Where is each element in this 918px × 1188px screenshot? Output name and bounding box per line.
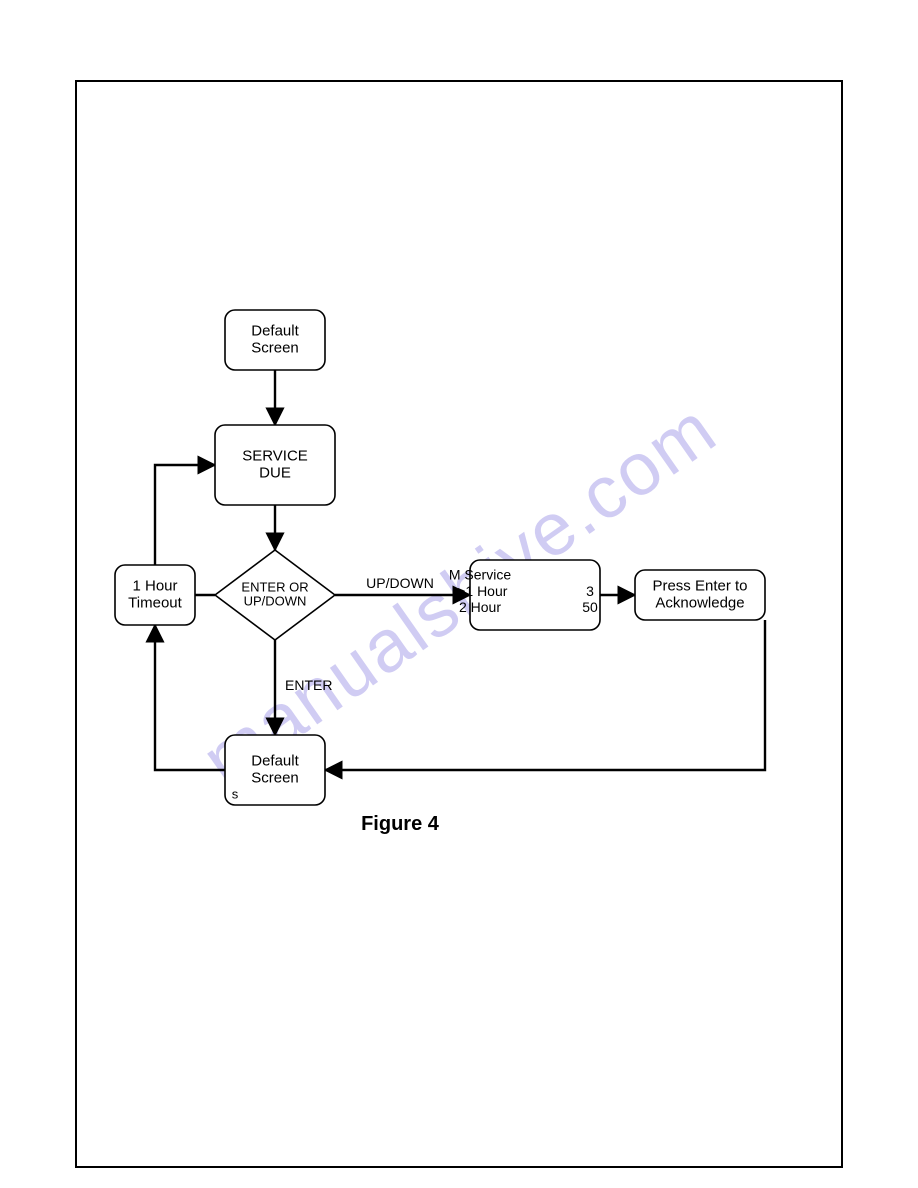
node-decision: ENTER ORUP/DOWN: [215, 550, 335, 640]
svg-text:3: 3: [586, 583, 594, 599]
svg-text:Timeout: Timeout: [128, 595, 182, 612]
svg-text:SERVICE: SERVICE: [242, 447, 308, 464]
svg-text:->1 Hour: ->1 Hour: [453, 583, 508, 599]
edge-label-3: UP/DOWN: [366, 575, 434, 591]
edge-6: [155, 465, 215, 565]
svg-text:UP/DOWN: UP/DOWN: [244, 594, 307, 609]
flowchart: ENTERUP/DOWN DefaultScreenSERVICEDUEENTE…: [0, 0, 918, 1188]
node-default1: DefaultScreen: [225, 310, 325, 370]
svg-text:Screen: Screen: [251, 770, 299, 787]
svg-text:ENTER OR: ENTER OR: [241, 579, 308, 594]
edge-8: [155, 625, 225, 770]
svg-text:2 Hour: 2 Hour: [459, 599, 501, 615]
svg-text:s: s: [232, 786, 239, 801]
svg-text:DUE: DUE: [259, 465, 291, 482]
node-timeout: 1 HourTimeout: [115, 565, 195, 625]
svg-text:Press Enter to: Press Enter to: [652, 577, 747, 594]
svg-text:Default: Default: [251, 322, 299, 339]
svg-text:Screen: Screen: [251, 340, 299, 357]
svg-text:50: 50: [582, 599, 598, 615]
node-mservice: M Service->1 Hour 3 2 Hour 50: [449, 560, 600, 630]
svg-text:Acknowledge: Acknowledge: [655, 595, 744, 612]
svg-text:M Service: M Service: [449, 567, 511, 583]
edge-5: [325, 620, 765, 770]
figure-caption: Figure 4: [361, 813, 440, 835]
node-service_due: SERVICEDUE: [215, 425, 335, 505]
node-ack: Press Enter toAcknowledge: [635, 570, 765, 620]
svg-text:1 Hour: 1 Hour: [132, 577, 177, 594]
node-default2: DefaultScreens: [225, 735, 325, 805]
edge-label-2: ENTER: [285, 677, 332, 693]
svg-text:Default: Default: [251, 752, 299, 769]
